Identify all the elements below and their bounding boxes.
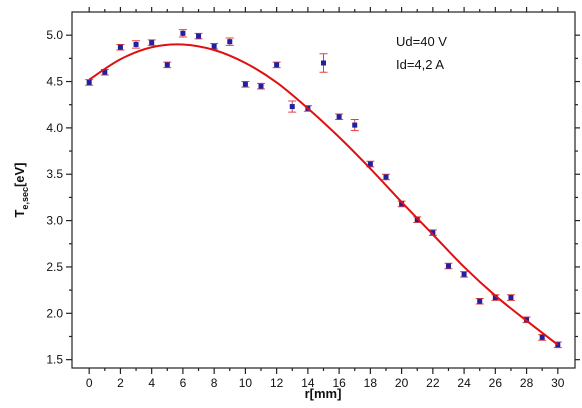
x-tick-label: 0 <box>86 376 93 390</box>
annotation: Id=4,2 A <box>396 57 444 72</box>
data-point <box>321 60 326 66</box>
x-tick-label: 2 <box>117 376 124 390</box>
data-point <box>336 114 342 120</box>
x-tick-label: 20 <box>395 376 409 390</box>
data-point <box>149 40 155 46</box>
data-point <box>102 69 108 75</box>
data-point <box>211 43 217 49</box>
data-point <box>258 83 264 89</box>
y-tick-label: 3.0 <box>46 214 63 228</box>
annotation: Ud=40 V <box>396 34 447 49</box>
y-tick-label: 2.0 <box>46 306 63 320</box>
data-point <box>133 41 139 47</box>
x-tick-label: 24 <box>457 376 471 390</box>
y-tick-label: 4.0 <box>46 121 63 135</box>
x-tick-label: 10 <box>239 376 253 390</box>
data-point <box>180 30 186 36</box>
x-tick-label: 4 <box>148 376 155 390</box>
data-point <box>399 201 405 207</box>
x-tick-label: 8 <box>211 376 218 390</box>
data-point <box>445 263 451 269</box>
data-point <box>86 79 92 85</box>
x-tick-label: 22 <box>426 376 440 390</box>
y-axis-label: Te,sec[eV] <box>12 162 30 217</box>
y-tick-label: 3.5 <box>46 167 63 181</box>
data-point <box>117 44 123 50</box>
data-point <box>461 271 467 277</box>
y-tick-label: 4.5 <box>46 75 63 89</box>
x-tick-label: 30 <box>551 376 565 390</box>
x-tick-label: 18 <box>364 376 378 390</box>
x-tick-label: 12 <box>270 376 284 390</box>
data-point <box>274 62 280 68</box>
x-tick-label: 14 <box>301 376 315 390</box>
data-point <box>242 81 248 87</box>
data-point <box>164 62 170 68</box>
y-label-unit: [eV] <box>12 162 27 187</box>
data-point <box>383 174 389 180</box>
data-point <box>196 33 202 39</box>
data-point <box>477 298 483 304</box>
y-tick-label: 2.5 <box>46 260 63 274</box>
y-label-main: T <box>12 210 27 218</box>
data-point <box>539 334 545 340</box>
data-point <box>508 295 514 301</box>
y-tick-label: 1.5 <box>46 353 63 367</box>
data-point <box>492 295 498 301</box>
data-point <box>367 161 373 167</box>
x-tick-label: 28 <box>520 376 534 390</box>
x-tick-label: 6 <box>180 376 187 390</box>
y-tick-label: 5.0 <box>46 28 63 42</box>
x-tick-label: 26 <box>489 376 503 390</box>
data-point <box>352 122 358 128</box>
y-label-sub: e,sec <box>20 187 30 210</box>
x-axis-label: r[mm] <box>305 386 342 401</box>
data-point <box>289 104 295 110</box>
data-point <box>227 39 233 45</box>
fit-line <box>88 43 559 346</box>
x-tick-label: 16 <box>332 376 346 390</box>
data-point <box>430 230 436 236</box>
